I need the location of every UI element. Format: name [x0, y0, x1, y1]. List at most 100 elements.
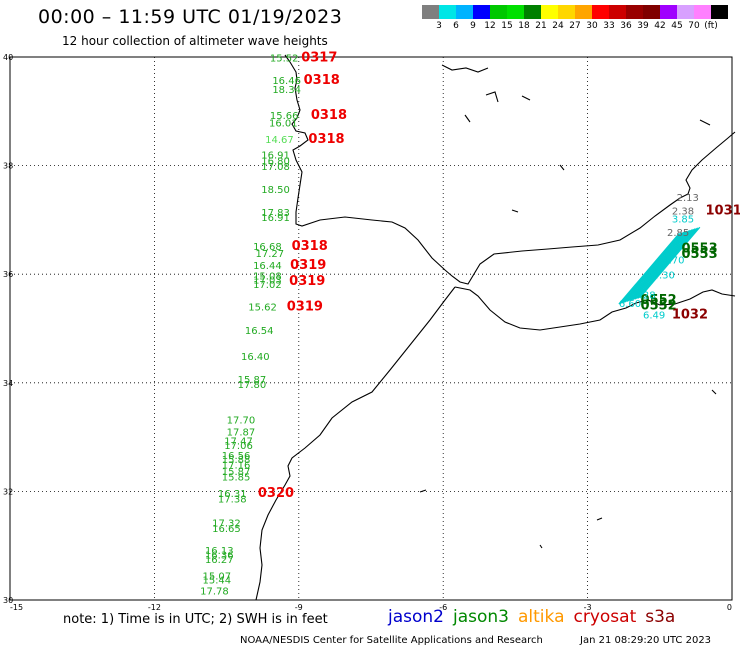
track-segment — [623, 231, 685, 304]
color-swatch — [439, 5, 456, 19]
color-scale-tick: 21 — [535, 21, 547, 31]
color-swatch — [711, 5, 728, 19]
time-label: 0552 — [641, 293, 677, 308]
color-swatch — [473, 5, 490, 19]
color-scale-tick: 36 — [620, 21, 632, 31]
color-swatch — [609, 5, 626, 19]
time-label: 0319 — [287, 300, 323, 315]
color-swatch — [541, 5, 558, 19]
legend-entry-jason2: jason2 — [388, 607, 444, 627]
wave-height-label: 14.67 — [265, 135, 294, 146]
track-segment — [629, 229, 691, 302]
coastline-detail-11 — [511, 209, 519, 213]
legend-entry-altika: altika — [518, 607, 565, 627]
wave-height-label: 15.08 — [253, 272, 282, 283]
wave-height-label: 17.78 — [200, 587, 229, 598]
page-title: 00:00 – 11:59 UTC 01/19/2023 — [38, 6, 343, 28]
wave-height-label: 15.66 — [270, 111, 299, 122]
wave-height-label: 16.91 — [261, 213, 290, 224]
y-tick-label: 32 — [3, 487, 13, 496]
time-label: 0553 — [681, 241, 717, 256]
track-segment — [632, 228, 694, 301]
wave-height-label: 4.70 — [662, 255, 684, 266]
time-label: 0552 — [641, 298, 677, 313]
color-swatch — [677, 5, 694, 19]
color-swatch — [626, 5, 643, 19]
coastline-detail-5 — [559, 164, 565, 171]
time-label: 0553 — [681, 247, 717, 262]
color-scale-bar — [422, 5, 728, 19]
wave-height-label: 16.65 — [212, 524, 241, 535]
wave-height-label: 15.87 — [222, 467, 251, 478]
color-swatch — [592, 5, 609, 19]
wave-height-label: 17.80 — [238, 380, 267, 391]
color-scale-tick: 33 — [603, 21, 615, 31]
wave-height-label: 17.16 — [222, 461, 251, 472]
track-segment — [618, 233, 680, 305]
legend-entry-s3a: s3a — [645, 607, 676, 627]
wave-height-label: 17.27 — [255, 249, 284, 260]
coastline-africa — [454, 286, 736, 331]
wave-height-label: 15.07 — [203, 571, 232, 582]
track-segment — [637, 227, 699, 299]
wave-height-label: 2.13 — [677, 193, 699, 204]
wave-height-label: 17.02 — [253, 280, 282, 291]
track-segment — [636, 227, 698, 300]
wave-height-label: 4.30 — [653, 271, 675, 282]
color-scale-tick: 15 — [501, 21, 513, 31]
color-swatch — [660, 5, 677, 19]
color-swatch — [575, 5, 592, 19]
track-segment — [624, 231, 686, 303]
wave-height-label: 17.70 — [227, 416, 256, 427]
color-scale-ticks: 3 6 9 12 15 18 21 24 27 30 33 36 39 42 45 70 (ft) — [422, 21, 740, 33]
color-swatch — [558, 5, 575, 19]
coastline-morocco-atlantic — [255, 286, 456, 601]
time-label: 0318 — [308, 132, 344, 147]
time-label: 1032 — [672, 308, 708, 323]
wave-height-label: 15.87 — [238, 375, 267, 386]
wave-height-label: 16.44 — [253, 261, 282, 272]
color-scale-tick: (ft) — [704, 21, 718, 31]
y-tick-label: 30 — [3, 596, 13, 605]
axis-labels: -15 -12 -9 -6 -3 0 30 32 34 36 38 40 — [3, 53, 732, 612]
time-label: 0318 — [292, 239, 328, 254]
color-scale-tick: 45 — [671, 21, 683, 31]
time-label: 0320 — [258, 486, 294, 501]
wave-height-label: 6.49 — [643, 311, 665, 322]
wave-height-label: 5.28 — [633, 291, 655, 302]
wave-height-label: 2.38 — [672, 206, 694, 217]
color-scale-tick: 12 — [484, 21, 496, 31]
time-label: 0319 — [290, 258, 326, 273]
color-swatch — [456, 5, 473, 19]
cryosat-track — [618, 226, 701, 305]
map-frame — [9, 56, 733, 601]
time-label: 0317 — [301, 50, 337, 65]
coastline-detail-9 — [711, 389, 717, 395]
wave-height-label: 16.01 — [269, 119, 298, 130]
y-tick-label: 40 — [3, 53, 13, 62]
time-label: 1031 — [706, 203, 740, 218]
legend-entry-cryosat: cryosat — [573, 607, 637, 627]
wave-height-label: 16.80 — [261, 157, 290, 168]
time-label: 0318 — [311, 108, 347, 123]
wave-height-label: 15.88 — [222, 455, 251, 466]
track-segment — [620, 232, 682, 304]
y-tick-label: 38 — [3, 162, 13, 171]
wave-height-label: 16.91 — [261, 151, 290, 162]
color-swatch — [694, 5, 711, 19]
wave-height-label: 17.32 — [212, 519, 241, 530]
coastline-detail-7 — [596, 517, 603, 521]
color-scale-tick: 70 — [688, 21, 700, 31]
y-tick-label: 36 — [3, 270, 13, 279]
track-segment — [634, 228, 696, 300]
track-segment — [639, 226, 701, 299]
x-tick-label: -3 — [584, 603, 592, 612]
wave-height-label: 16.31 — [218, 489, 247, 500]
coastline-detail-8 — [539, 544, 543, 549]
wave-height-label: 17.87 — [227, 427, 256, 438]
y-tick-label: 34 — [3, 379, 13, 388]
legend-entry-jason3: jason3 — [453, 607, 509, 627]
color-scale-tick: 3 — [436, 21, 442, 31]
wave-height-label: 16.40 — [241, 352, 270, 363]
